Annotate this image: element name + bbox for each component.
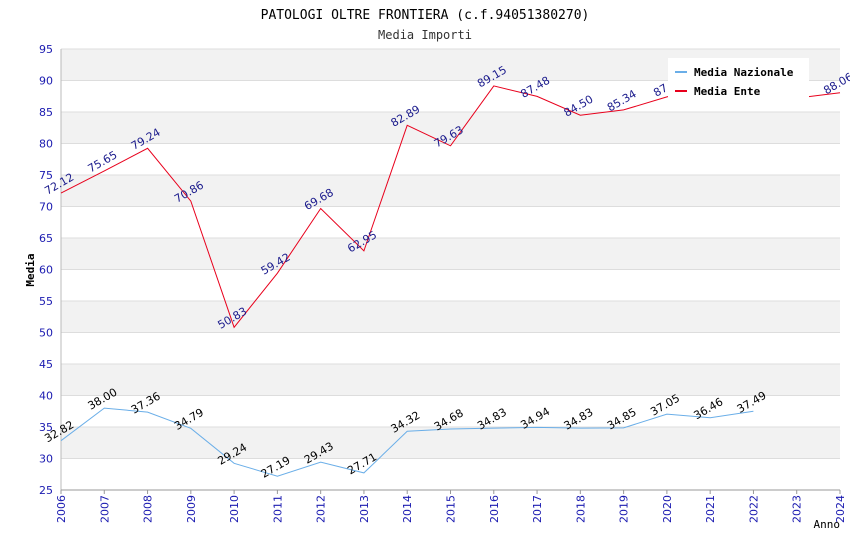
y-tick-label: 30 [39,453,53,466]
band [61,427,840,459]
chart-subtitle: Media Importi [378,28,472,42]
x-tick-label: 2014 [401,495,414,523]
series-line-0 [60,407,754,477]
y-tick-label: 70 [39,201,53,214]
x-tick-label: 2006 [55,495,68,523]
x-tick-label: 2012 [315,495,328,523]
y-tick-label: 35 [39,421,53,434]
y-tick-label: 40 [39,390,53,403]
x-tick-label: 2007 [98,495,111,523]
y-tick-label: 55 [39,295,53,308]
x-tick-label: 2013 [358,495,371,523]
y-tick-label: 90 [39,75,53,88]
x-tick-label: 2018 [574,495,587,523]
x-tick-label: 2011 [271,495,284,523]
x-tick-label: 2019 [618,495,631,523]
band [61,301,840,333]
chart-title: PATOLOGI OLTRE FRONTIERA (c.f.9405138027… [261,8,590,23]
y-axis-label: Media [24,253,37,286]
data-label: 36.46 [692,395,726,422]
x-tick-label: 2021 [704,495,717,523]
y-tick-labels: 25 30 35 40 45 50 55 60 65 70 75 80 85 90 95 [39,43,53,497]
y-tick-label: 80 [39,138,53,151]
x-tick-label: 2009 [185,495,198,523]
x-tick-label: 2008 [142,495,155,523]
y-tick-label: 50 [39,327,53,340]
y-tick-label: 25 [39,484,53,497]
legend-label: Media Nazionale [694,66,794,79]
x-tick-label: 2022 [747,495,760,523]
legend: Media Nazionale Media Ente [668,58,809,102]
band [61,238,840,270]
band [61,364,840,396]
y-tick-label: 45 [39,358,53,371]
x-tick-label: 2010 [228,495,241,523]
x-tick-label: 2016 [488,495,501,523]
axes [60,49,841,494]
y-tick-label: 65 [39,232,53,245]
legend-label: Media Ente [694,85,761,98]
y-tick-label: 60 [39,264,53,277]
x-tick-label: 2017 [531,495,544,523]
y-tick-label: 85 [39,106,53,119]
x-tick-label: 2020 [661,495,674,523]
x-tick-label: 2024 [834,495,847,523]
y-tick-label: 75 [39,169,53,182]
x-axis-label: Anno [814,518,841,531]
background-bands [61,49,840,459]
y-tick-label: 95 [39,43,53,56]
x-tick-labels: 2006 2007 2008 2009 2010 2011 2012 2013 2014 2015… [55,495,847,523]
x-tick-label: 2023 [791,495,804,523]
legend-box [668,58,809,102]
band [61,112,840,144]
x-tick-label: 2015 [445,495,458,523]
